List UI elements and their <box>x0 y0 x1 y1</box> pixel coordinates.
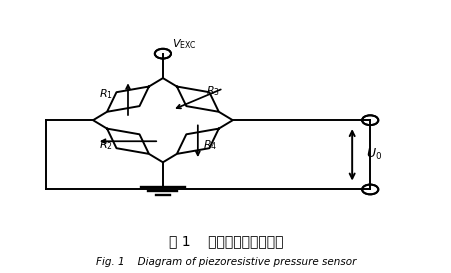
Circle shape <box>361 115 377 125</box>
Text: 图 1    压阻式传感器原理图: 图 1 压阻式传感器原理图 <box>168 234 283 248</box>
Text: $V_{\rm EXC}$: $V_{\rm EXC}$ <box>171 37 196 51</box>
Text: $R_4$: $R_4$ <box>203 138 217 152</box>
Circle shape <box>361 185 377 194</box>
Text: $R_1$: $R_1$ <box>98 87 112 101</box>
Text: $R_3$: $R_3$ <box>206 85 220 99</box>
Text: $U_0$: $U_0$ <box>365 147 381 162</box>
Text: $R_2$: $R_2$ <box>98 138 112 152</box>
Circle shape <box>154 49 170 58</box>
Text: Fig. 1    Diagram of piezoresistive pressure sensor: Fig. 1 Diagram of piezoresistive pressur… <box>96 257 355 267</box>
